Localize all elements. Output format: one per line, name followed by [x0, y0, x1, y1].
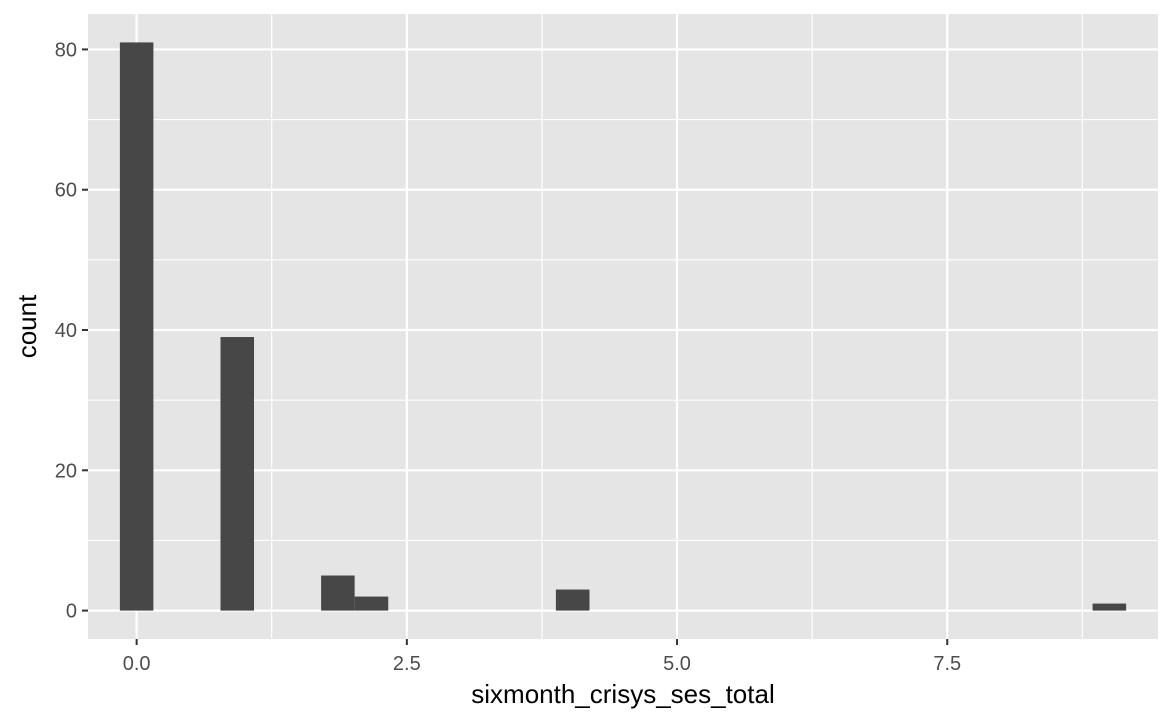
x-tick-label: 2.5: [393, 653, 421, 675]
minor-gridlines: [88, 14, 1158, 639]
y-tick-label: 0: [66, 601, 77, 623]
histogram-bar: [555, 589, 590, 611]
y-tick-label: 40: [55, 320, 77, 342]
x-axis: 0.0 2.5 5.0 7.5: [123, 639, 961, 675]
x-tick-label: 0.0: [123, 653, 151, 675]
histogram-bar: [220, 337, 255, 611]
x-tick-label: 7.5: [933, 653, 961, 675]
histogram-bar: [119, 42, 154, 611]
y-axis-title: count: [12, 294, 42, 358]
x-tick-label: 5.0: [663, 653, 691, 675]
y-axis: 0 20 40 60 80: [55, 39, 88, 623]
y-tick-label: 80: [55, 39, 77, 61]
y-tick-label: 20: [55, 460, 77, 482]
histogram-bars: [119, 42, 1127, 611]
histogram-bar: [354, 596, 389, 611]
y-tick-label: 60: [55, 180, 77, 202]
histogram-bar: [1092, 603, 1127, 611]
plot-panel: [88, 14, 1158, 639]
histogram-bar: [321, 575, 355, 611]
x-axis-title: sixmonth_crisys_ses_total: [471, 679, 774, 709]
